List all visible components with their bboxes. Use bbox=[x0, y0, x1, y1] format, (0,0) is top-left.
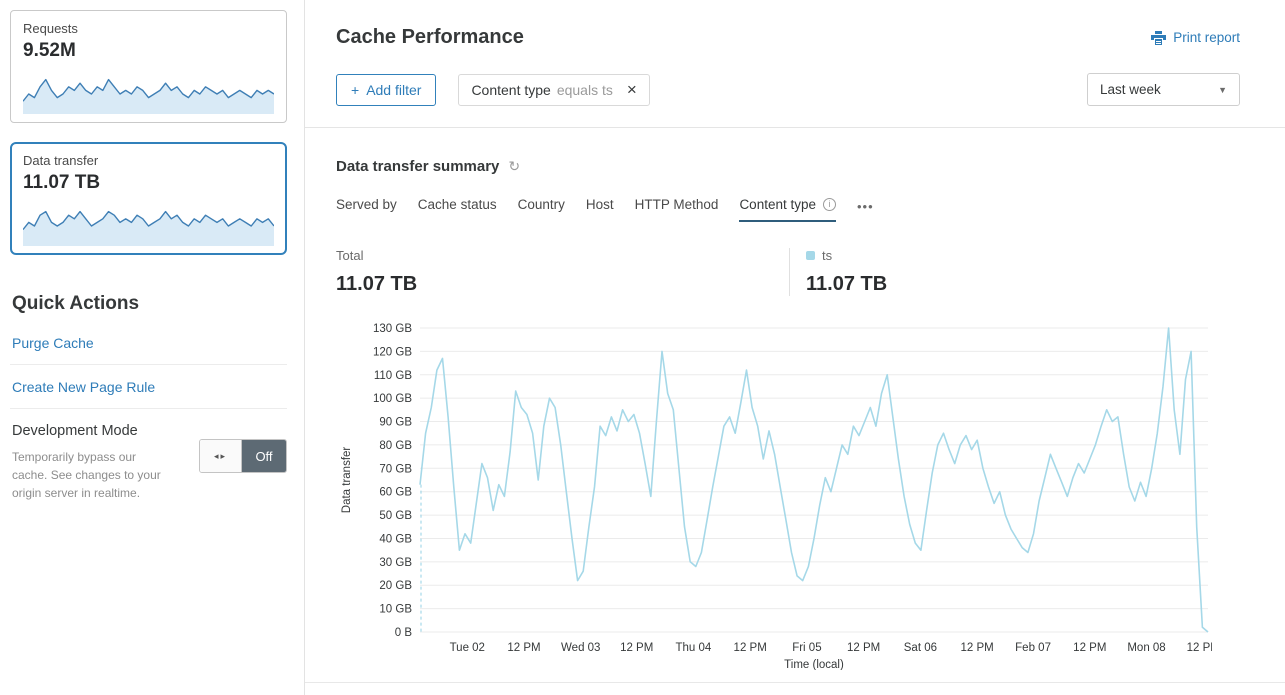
svg-text:12 PM: 12 PM bbox=[507, 642, 540, 654]
tab-served-by[interactable]: Served by bbox=[336, 197, 397, 222]
svg-text:Tue 02: Tue 02 bbox=[450, 642, 485, 654]
development-mode-text: Development Mode Temporarily bypass our … bbox=[10, 423, 174, 502]
print-report-label: Print report bbox=[1173, 30, 1240, 45]
tab-country[interactable]: Country bbox=[518, 197, 565, 222]
svg-text:12 PM: 12 PM bbox=[1073, 642, 1106, 654]
svg-text:Time (local): Time (local) bbox=[784, 659, 844, 670]
header-divider bbox=[305, 127, 1285, 128]
more-tabs-icon[interactable]: ••• bbox=[857, 199, 874, 222]
tab-cache-status[interactable]: Cache status bbox=[418, 197, 497, 222]
bottom-divider bbox=[305, 682, 1285, 683]
svg-text:130 GB: 130 GB bbox=[373, 323, 412, 335]
toggle-state-label: Off bbox=[242, 440, 286, 472]
svg-text:Thu 04: Thu 04 bbox=[676, 642, 712, 654]
time-range-value: Last week bbox=[1100, 82, 1161, 97]
tab-host[interactable]: Host bbox=[586, 197, 614, 222]
requests-card-label: Requests bbox=[23, 21, 78, 36]
data-transfer-sparkline-chart bbox=[23, 210, 274, 246]
plus-icon: + bbox=[351, 81, 360, 98]
sidebar: Requests 9.52M Data transfer 11.07 TB Qu… bbox=[0, 0, 305, 695]
svg-text:Data transfer: Data transfer bbox=[341, 447, 353, 514]
development-mode-description: Temporarily bypass our cache. See change… bbox=[12, 450, 161, 500]
svg-text:110 GB: 110 GB bbox=[374, 370, 412, 382]
svg-text:70 GB: 70 GB bbox=[379, 463, 412, 475]
page-header: Cache Performance Print report bbox=[336, 0, 1285, 49]
svg-text:100 GB: 100 GB bbox=[373, 393, 412, 405]
series-legend[interactable]: ts bbox=[806, 248, 887, 263]
add-filter-button[interactable]: + Add filter bbox=[336, 73, 437, 106]
development-mode-toggle[interactable]: ◂▸ Off bbox=[199, 439, 287, 473]
requests-card-value: 9.52M bbox=[23, 40, 76, 61]
svg-text:Mon 08: Mon 08 bbox=[1127, 642, 1165, 654]
refresh-icon[interactable]: ↻ bbox=[508, 158, 521, 174]
requests-metric-card[interactable]: Requests 9.52M bbox=[10, 10, 287, 123]
total-value: 11.07 TB bbox=[336, 273, 418, 295]
svg-text:10 GB: 10 GB bbox=[379, 604, 412, 616]
total-label: Total bbox=[336, 248, 364, 263]
svg-text:40 GB: 40 GB bbox=[379, 533, 412, 545]
svg-text:12 PM: 12 PM bbox=[1187, 642, 1212, 654]
data-transfer-line-chart[interactable]: 0 B 10 GB 20 GB 30 GB 40 GB 50 GB 60 GB 70 GB 80… bbox=[336, 308, 1220, 671]
time-range-select[interactable]: Last week ▼ bbox=[1087, 73, 1240, 106]
tab-content-type-label: Content type bbox=[739, 197, 816, 212]
development-mode-section: Development Mode Temporarily bypass our … bbox=[10, 423, 287, 502]
filter-chip-field: Content type bbox=[471, 81, 551, 98]
purge-cache-link[interactable]: Purge Cache bbox=[10, 321, 287, 365]
svg-text:90 GB: 90 GB bbox=[379, 417, 412, 429]
svg-text:Sat 06: Sat 06 bbox=[904, 642, 937, 654]
series-legend-column: ts 11.07 TB bbox=[790, 248, 887, 296]
data-transfer-card-label: Data transfer bbox=[23, 153, 99, 168]
svg-text:20 GB: 20 GB bbox=[379, 580, 412, 592]
totals-row: Total 11.07 TB ts 11.07 TB bbox=[336, 248, 1285, 296]
svg-text:12 PM: 12 PM bbox=[734, 642, 767, 654]
data-transfer-metric-card[interactable]: Data transfer 11.07 TB bbox=[10, 142, 287, 255]
legend-series-value: 11.07 TB bbox=[806, 273, 888, 295]
svg-text:Feb 07: Feb 07 bbox=[1015, 642, 1051, 654]
main-content: Cache Performance Print report + Add fil… bbox=[305, 0, 1285, 695]
add-filter-label: Add filter bbox=[366, 81, 422, 98]
printer-icon bbox=[1151, 30, 1167, 45]
chart-area: 0 B 10 GB 20 GB 30 GB 40 GB 50 GB 60 GB 70 GB 80… bbox=[336, 308, 1285, 673]
svg-text:12 PM: 12 PM bbox=[960, 642, 993, 654]
svg-text:30 GB: 30 GB bbox=[379, 557, 412, 569]
legend-series-name: ts bbox=[822, 248, 833, 263]
print-report-button[interactable]: Print report bbox=[1151, 30, 1240, 45]
dimension-tabs: Served by Cache status Country Host HTTP… bbox=[336, 197, 1285, 222]
svg-text:12 PM: 12 PM bbox=[847, 642, 880, 654]
total-column: Total 11.07 TB bbox=[336, 248, 789, 296]
summary-section-header: Data transfer summary ↻ bbox=[336, 158, 1285, 175]
filter-chip-condition: equals ts bbox=[556, 81, 613, 98]
tab-content-type[interactable]: Content type i bbox=[739, 197, 836, 222]
summary-section-title: Data transfer summary bbox=[336, 158, 500, 175]
toggle-arrows-icon: ◂▸ bbox=[200, 440, 242, 472]
filter-chip-content-type: Content type equals ts × bbox=[458, 73, 650, 106]
svg-text:Wed 03: Wed 03 bbox=[561, 642, 600, 654]
data-transfer-card-value: 11.07 TB bbox=[23, 172, 101, 193]
filter-bar: + Add filter Content type equals ts × La… bbox=[336, 73, 1285, 106]
svg-text:50 GB: 50 GB bbox=[379, 510, 412, 522]
svg-text:12 PM: 12 PM bbox=[620, 642, 653, 654]
page-title: Cache Performance bbox=[336, 26, 524, 48]
legend-swatch bbox=[806, 251, 815, 260]
info-icon: i bbox=[823, 198, 836, 211]
quick-actions-title: Quick Actions bbox=[12, 293, 140, 314]
development-mode-title: Development Mode bbox=[12, 423, 138, 439]
svg-text:60 GB: 60 GB bbox=[379, 487, 412, 499]
svg-text:80 GB: 80 GB bbox=[379, 440, 412, 452]
svg-text:Fri 05: Fri 05 bbox=[792, 642, 821, 654]
svg-text:120 GB: 120 GB bbox=[373, 346, 412, 358]
filter-chip-close-icon[interactable]: × bbox=[626, 79, 637, 99]
svg-text:0 B: 0 B bbox=[395, 627, 413, 639]
create-page-rule-link[interactable]: Create New Page Rule bbox=[10, 365, 287, 409]
totals-divider bbox=[789, 248, 790, 296]
tab-http-method[interactable]: HTTP Method bbox=[635, 197, 719, 222]
requests-sparkline-chart bbox=[23, 78, 274, 114]
chevron-down-icon: ▼ bbox=[1218, 84, 1227, 95]
